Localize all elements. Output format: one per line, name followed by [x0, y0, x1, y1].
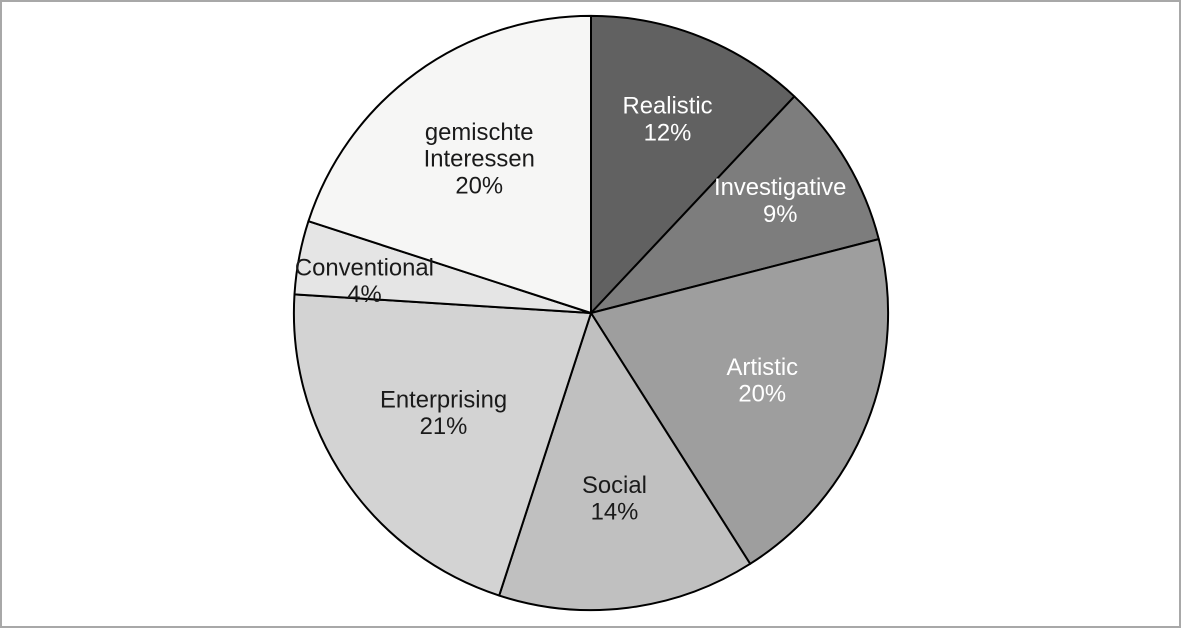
pie-slice-label-enterprising: Enterprising 21% [380, 386, 507, 440]
pie-slice-label-gemischte-interessen: gemischte Interessen 20% [424, 119, 535, 200]
pie-slice-gemischte-interessen [307, 14, 592, 314]
pie-slice-label-artistic: Artistic 20% [727, 354, 799, 408]
pie-slice-realistic [590, 14, 796, 314]
pie-slice-social [498, 312, 752, 612]
pie-slice-artistic [590, 238, 890, 565]
pie-slice-investigative [590, 95, 880, 314]
pie-slice-label-realistic: Realistic 12% [622, 93, 712, 147]
pie-slice-label-social: Social 14% [582, 472, 647, 526]
pie-slice-label-investigative: Investigative 9% [714, 174, 846, 228]
pie-slice-label-conventional: Conventional 4% [295, 254, 434, 308]
pie-slice-enterprising [292, 293, 592, 597]
